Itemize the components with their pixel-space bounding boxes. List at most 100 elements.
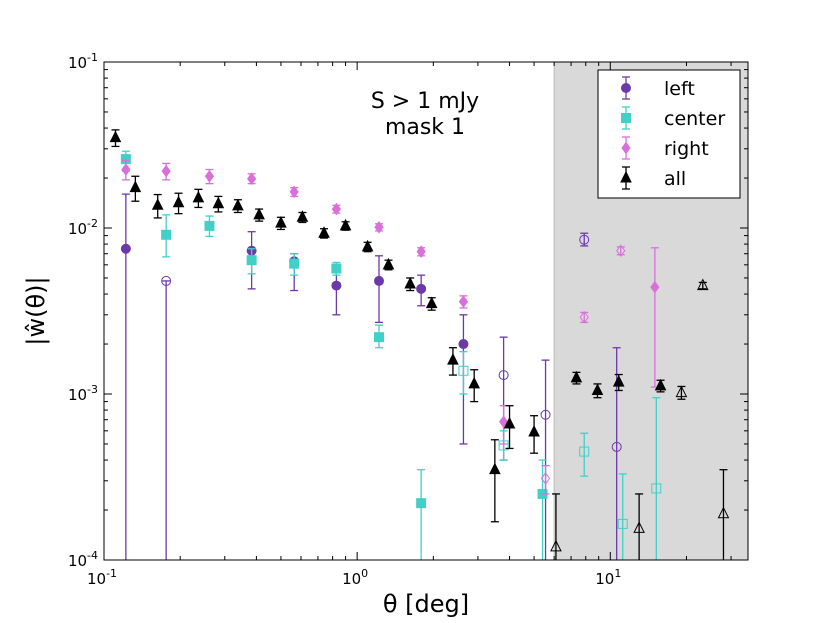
series-all bbox=[109, 129, 730, 560]
triangle-marker bbox=[447, 352, 459, 365]
plot-frame bbox=[103, 61, 749, 561]
x-axis-label: θ [deg] bbox=[383, 590, 469, 618]
data-point-right bbox=[331, 202, 342, 216]
triangle-marker bbox=[633, 521, 645, 533]
data-point-left bbox=[416, 274, 427, 307]
data-point-all bbox=[696, 278, 709, 291]
y-axis-label: |ŵ(θ)| bbox=[22, 276, 50, 345]
triangle-marker bbox=[696, 278, 709, 291]
diamond-marker bbox=[416, 245, 426, 259]
square-marker bbox=[246, 255, 257, 266]
data-point-all bbox=[339, 218, 352, 231]
data-point-all bbox=[382, 257, 395, 271]
x-tick-label-exponent: 1 bbox=[614, 567, 621, 580]
square-marker bbox=[373, 332, 384, 343]
data-point-all bbox=[612, 373, 625, 392]
circle-marker bbox=[540, 409, 551, 420]
legend-label-all: all bbox=[664, 168, 686, 190]
diamond-marker bbox=[616, 244, 626, 258]
data-point-all bbox=[172, 192, 185, 215]
data-point-all bbox=[528, 415, 540, 454]
data-point-all bbox=[275, 216, 287, 231]
x-tick-label-base: 10 bbox=[595, 570, 614, 588]
y-tick-label-base: 10 bbox=[68, 220, 87, 238]
triangle-marker bbox=[361, 239, 374, 252]
data-point-all bbox=[361, 239, 374, 253]
square-marker bbox=[416, 498, 427, 509]
data-point-right bbox=[121, 159, 131, 181]
triangle-marker bbox=[591, 383, 604, 395]
triangle-marker bbox=[404, 276, 416, 289]
data-point-all bbox=[633, 493, 645, 560]
circle-marker bbox=[161, 275, 172, 286]
data-point-all bbox=[129, 175, 142, 202]
data-point-center bbox=[204, 215, 215, 238]
y-tick-label: 10-1 bbox=[68, 51, 98, 72]
triangle-marker bbox=[550, 539, 562, 552]
diamond-marker bbox=[121, 163, 131, 176]
y-tick-label-base: 10 bbox=[68, 54, 87, 72]
circle-marker bbox=[373, 275, 384, 286]
data-point-left bbox=[331, 270, 342, 316]
triangle-marker bbox=[382, 257, 395, 270]
square-marker bbox=[289, 258, 300, 269]
triangle-marker bbox=[503, 416, 516, 429]
data-point-all bbox=[192, 188, 205, 209]
diamond-marker bbox=[161, 164, 171, 178]
data-point-center bbox=[289, 253, 300, 276]
y-tick-label: 10-4 bbox=[68, 549, 98, 570]
triangle-marker bbox=[296, 210, 309, 222]
square-marker bbox=[651, 483, 662, 494]
legend-label-left: left bbox=[664, 78, 695, 100]
x-tick-label: 10-1 bbox=[87, 567, 117, 588]
triangle-marker bbox=[425, 296, 438, 309]
triangle-marker bbox=[654, 378, 667, 391]
data-point-right bbox=[540, 465, 551, 495]
data-point-center bbox=[651, 397, 662, 560]
data-point-center bbox=[246, 248, 257, 275]
triangle-marker bbox=[232, 198, 244, 211]
legend-marker-all bbox=[620, 170, 632, 183]
data-point-all bbox=[654, 378, 667, 393]
square-marker bbox=[204, 220, 215, 231]
legend: left center right all bbox=[597, 69, 741, 199]
triangle-marker bbox=[212, 196, 225, 209]
square-marker bbox=[579, 446, 590, 457]
data-point-all bbox=[591, 383, 604, 399]
square-marker bbox=[458, 365, 469, 376]
data-point-right bbox=[616, 244, 626, 258]
data-point-right bbox=[498, 405, 509, 445]
diamond-marker bbox=[579, 310, 589, 324]
data-point-all bbox=[296, 210, 309, 224]
data-point-left bbox=[161, 275, 172, 560]
data-point-all bbox=[468, 369, 480, 403]
triangle-marker bbox=[675, 385, 688, 398]
diamond-marker bbox=[331, 202, 342, 216]
square-marker bbox=[331, 263, 342, 274]
circle-marker bbox=[331, 280, 342, 291]
y-tick-label-exponent: -3 bbox=[87, 383, 98, 396]
data-point-center bbox=[161, 214, 172, 258]
triangle-marker bbox=[612, 374, 625, 387]
x-tick-label-base: 10 bbox=[87, 570, 106, 588]
legend-label-center: center bbox=[664, 108, 725, 130]
diamond-marker bbox=[498, 415, 509, 429]
data-point-center bbox=[617, 473, 628, 560]
diamond-marker bbox=[650, 280, 660, 294]
data-point-all bbox=[404, 276, 416, 292]
data-point-right bbox=[650, 247, 660, 388]
circle-marker bbox=[498, 370, 509, 381]
data-point-all bbox=[570, 370, 583, 385]
data-point-all bbox=[232, 198, 244, 214]
square-marker bbox=[161, 229, 172, 240]
y-tick-label: 10-3 bbox=[68, 383, 98, 404]
data-point-right bbox=[374, 220, 384, 234]
triangle-marker bbox=[172, 195, 185, 208]
data-point-right bbox=[204, 168, 215, 185]
legend-box bbox=[597, 69, 741, 199]
diamond-marker bbox=[458, 295, 469, 309]
triangle-marker bbox=[339, 218, 352, 231]
y-tick-label-exponent: -1 bbox=[87, 51, 98, 64]
triangle-marker bbox=[253, 207, 265, 220]
